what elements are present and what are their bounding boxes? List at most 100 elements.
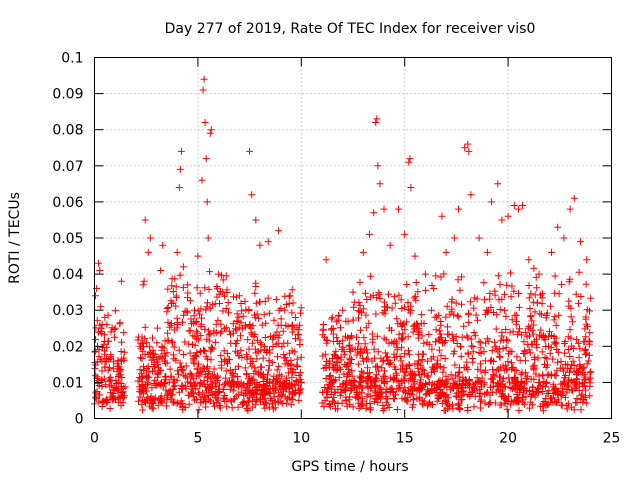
data-point — [255, 370, 263, 378]
data-point — [372, 371, 380, 379]
data-point — [170, 343, 178, 351]
data-point — [430, 285, 438, 292]
data-point — [443, 383, 451, 391]
data-point — [363, 349, 371, 357]
data-point — [323, 339, 331, 347]
data-point — [155, 395, 163, 403]
data-point — [230, 293, 237, 301]
data-point — [489, 371, 497, 379]
data-point — [264, 238, 272, 246]
data-point — [292, 376, 300, 384]
data-point — [233, 310, 241, 318]
data-point — [142, 387, 150, 395]
data-point — [297, 353, 305, 361]
data-point — [211, 402, 218, 410]
data-point — [398, 336, 406, 344]
data-point — [460, 322, 468, 330]
data-point — [108, 324, 116, 332]
data-point — [185, 400, 193, 408]
data-point — [339, 380, 347, 388]
data-point — [463, 358, 471, 366]
data-point — [408, 370, 416, 378]
data-point — [465, 147, 473, 155]
data-point — [325, 401, 333, 408]
data-point — [559, 364, 567, 372]
data-point — [296, 341, 304, 348]
data-point — [353, 351, 361, 359]
data-point — [143, 372, 151, 380]
data-point — [371, 388, 379, 396]
data-point — [496, 280, 504, 288]
data-point — [525, 346, 533, 354]
data-point — [138, 378, 146, 386]
data-point — [171, 398, 179, 406]
data-point — [456, 406, 464, 413]
data-point — [581, 347, 589, 355]
data-point — [425, 400, 433, 408]
data-point — [580, 373, 588, 381]
data-point — [465, 377, 473, 385]
data-point — [178, 403, 186, 411]
data-point — [120, 354, 128, 362]
data-point — [222, 324, 230, 332]
data-point — [203, 198, 211, 206]
data-point — [515, 303, 523, 311]
data-point — [217, 271, 225, 279]
data-point — [246, 359, 254, 367]
data-point — [223, 403, 231, 411]
data-point — [174, 321, 182, 328]
data-point — [517, 382, 525, 390]
data-point — [575, 354, 583, 362]
data-point — [372, 382, 380, 390]
data-point — [465, 319, 473, 326]
data-point — [512, 397, 520, 405]
data-point — [104, 311, 112, 319]
data-point — [386, 374, 394, 382]
data-point — [177, 397, 185, 405]
y-tick-label: 0.08 — [52, 123, 83, 139]
data-point — [268, 397, 276, 404]
data-point — [553, 346, 561, 353]
data-point — [204, 370, 212, 378]
data-point — [537, 310, 545, 318]
data-point — [466, 391, 474, 398]
data-point — [175, 370, 182, 378]
data-point — [334, 386, 342, 394]
data-point — [502, 344, 510, 352]
data-point — [194, 307, 202, 315]
data-point — [280, 354, 288, 362]
data-point — [209, 391, 217, 398]
data-point — [97, 303, 105, 311]
data-point — [274, 353, 281, 361]
data-point — [409, 396, 417, 404]
data-point — [201, 119, 209, 126]
data-point — [448, 331, 456, 339]
data-point — [195, 406, 203, 414]
data-point — [513, 353, 521, 361]
data-point — [518, 331, 526, 339]
data-point — [249, 375, 257, 383]
data-point — [207, 356, 215, 364]
data-point — [232, 347, 239, 355]
data-point — [226, 366, 234, 374]
data-point — [320, 403, 328, 411]
data-point — [529, 330, 537, 338]
data-point — [366, 406, 374, 414]
data-point — [330, 394, 338, 401]
data-point — [252, 279, 260, 287]
y-tick-label: 0.06 — [52, 195, 83, 211]
data-point — [339, 306, 347, 314]
data-point — [322, 361, 330, 369]
data-point — [415, 357, 423, 365]
data-point — [96, 391, 104, 399]
data-point — [290, 389, 298, 397]
data-point — [494, 379, 502, 387]
data-point — [107, 353, 115, 361]
data-point — [347, 386, 355, 394]
data-point — [182, 362, 190, 370]
data-point — [508, 316, 516, 324]
data-point — [446, 310, 454, 318]
data-point — [362, 404, 370, 412]
data-point — [565, 278, 573, 286]
data-point — [265, 403, 273, 411]
